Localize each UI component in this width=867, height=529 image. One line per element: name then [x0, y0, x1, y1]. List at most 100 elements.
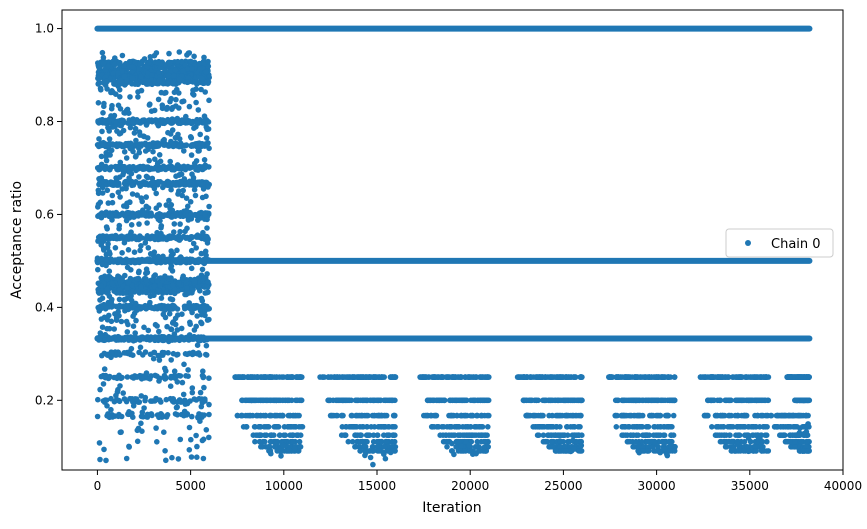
data-point	[546, 413, 552, 419]
data-point	[330, 398, 336, 404]
data-point	[148, 398, 154, 404]
data-point	[117, 61, 123, 67]
data-point	[156, 143, 162, 149]
data-point	[643, 374, 649, 380]
data-point	[95, 204, 101, 210]
data-point	[198, 87, 204, 93]
data-point	[609, 374, 615, 380]
data-point	[107, 251, 113, 257]
data-point	[101, 381, 107, 387]
data-point	[115, 70, 121, 76]
data-point	[545, 424, 551, 430]
data-point	[168, 326, 174, 332]
data-point	[130, 191, 136, 197]
data-point	[559, 432, 565, 438]
data-point	[444, 444, 450, 450]
data-point	[160, 138, 166, 144]
data-point	[134, 307, 140, 313]
data-point	[158, 117, 164, 123]
data-point	[119, 319, 125, 325]
data-point	[185, 80, 191, 86]
data-point	[136, 350, 142, 356]
data-point	[186, 182, 192, 188]
data-point	[205, 184, 211, 190]
data-point	[158, 231, 164, 237]
data-point	[109, 106, 115, 112]
data-point	[144, 370, 150, 376]
data-point	[241, 374, 247, 380]
data-point	[126, 444, 132, 450]
data-point	[636, 450, 642, 456]
data-point	[164, 397, 170, 403]
data-point	[381, 424, 387, 430]
data-point	[148, 54, 154, 60]
data-point	[382, 413, 388, 419]
data-point	[204, 256, 210, 262]
data-point	[458, 443, 464, 449]
data-point	[157, 357, 163, 363]
data-point	[170, 268, 176, 274]
data-point	[361, 424, 367, 430]
data-point	[125, 329, 131, 335]
data-point	[97, 387, 103, 393]
data-point	[181, 148, 187, 154]
data-point	[158, 399, 164, 405]
data-point	[481, 445, 487, 451]
data-point	[351, 374, 357, 380]
data-point	[112, 62, 118, 68]
data-point	[656, 432, 662, 438]
data-point	[189, 135, 195, 141]
data-point	[107, 326, 113, 332]
data-point	[447, 424, 453, 430]
data-point	[196, 107, 202, 113]
data-point	[629, 374, 635, 380]
data-point	[482, 439, 488, 445]
data-point	[446, 432, 452, 438]
data-point	[138, 195, 144, 201]
data-point	[662, 432, 668, 438]
data-point	[197, 132, 203, 138]
data-point	[563, 448, 569, 454]
data-point	[107, 374, 113, 380]
data-point	[352, 444, 358, 450]
data-point	[570, 438, 576, 444]
data-point	[283, 432, 289, 438]
data-point	[541, 398, 547, 404]
data-point	[96, 136, 102, 142]
data-point	[340, 374, 346, 380]
data-point	[136, 174, 142, 180]
data-point	[286, 447, 292, 453]
data-point	[563, 398, 569, 404]
data-point	[191, 54, 197, 60]
data-point	[343, 432, 349, 438]
data-point	[578, 413, 584, 419]
data-point	[144, 266, 150, 272]
data-point	[168, 131, 174, 137]
data-point	[295, 374, 301, 380]
data-point	[104, 86, 110, 92]
data-point	[485, 374, 491, 380]
data-point	[286, 413, 292, 419]
data-point	[173, 173, 179, 179]
data-point	[358, 439, 364, 445]
data-point	[193, 193, 199, 199]
data-point	[190, 287, 196, 293]
data-point	[99, 236, 105, 242]
data-point	[129, 146, 135, 152]
data-point	[195, 342, 201, 348]
data-point	[466, 432, 472, 438]
data-point	[185, 119, 191, 125]
data-point	[126, 175, 132, 181]
data-point	[114, 315, 120, 321]
data-point	[181, 392, 187, 398]
data-point	[473, 451, 479, 457]
data-point	[187, 104, 193, 110]
data-point	[126, 169, 132, 175]
data-point	[171, 73, 177, 79]
data-point	[140, 165, 146, 171]
data-point	[168, 248, 174, 254]
data-point	[103, 209, 109, 215]
data-point	[201, 275, 207, 281]
data-point	[454, 413, 460, 419]
data-point	[454, 398, 460, 404]
